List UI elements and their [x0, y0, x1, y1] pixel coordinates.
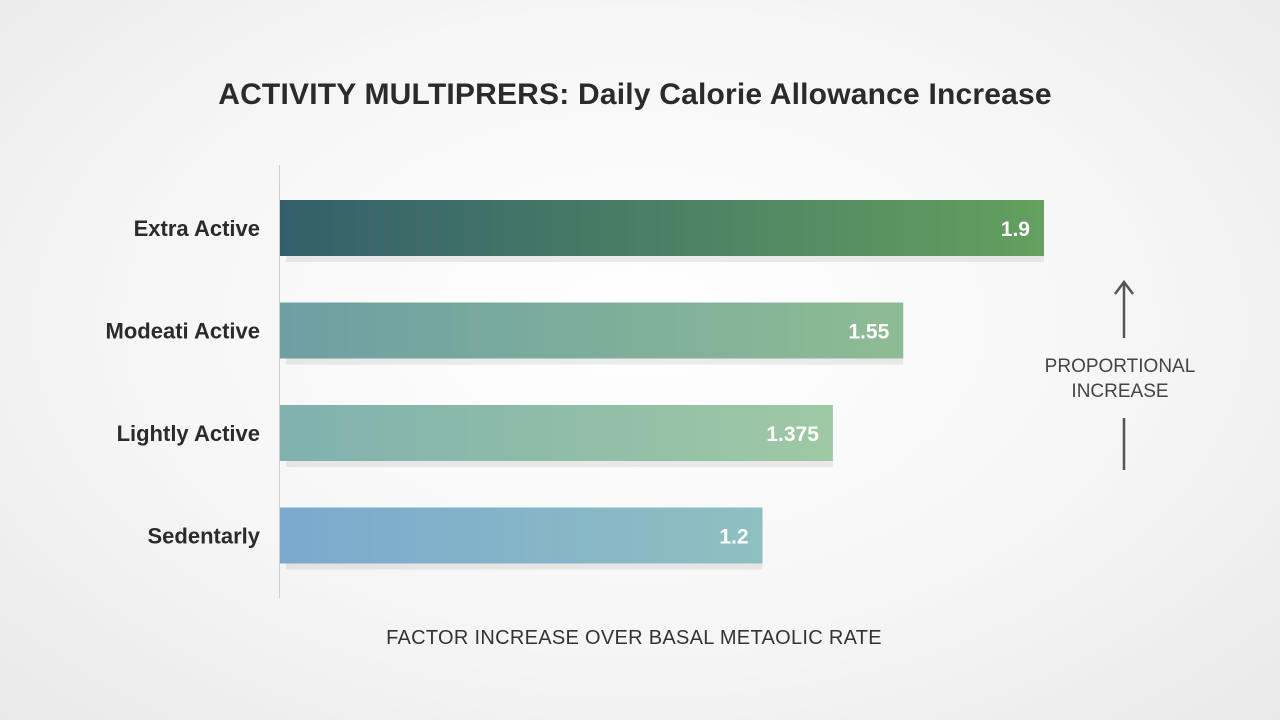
bar-modeati-active: [280, 302, 904, 359]
category-label: Sedentarly: [148, 524, 261, 549]
x-axis-label: FACTOR INCREASE OVER BASAL METAOLIC RATE: [386, 627, 882, 649]
bar-value-label: 1.55: [848, 321, 889, 344]
bar-shadow: [286, 459, 833, 467]
category-label: Lightly Active: [117, 421, 260, 446]
bar-sedentarly: [280, 507, 763, 564]
chart-title: ACTIVITY MULTIPRERS: Daily Calorie Allow…: [218, 78, 1052, 111]
annotation-line-1: PROPORTIONAL: [1044, 356, 1196, 377]
bar-shadow: [286, 561, 763, 570]
category-label: Modeati Active: [106, 319, 260, 344]
arrow-line-icon: [1122, 418, 1126, 470]
annotation-line-2: INCREASE: [1071, 381, 1169, 402]
bar-value-label: 1.375: [766, 423, 819, 446]
arrow-up-icon: [1114, 280, 1134, 338]
proportional-increase-annotation: PROPORTIONAL INCREASE: [1020, 354, 1220, 404]
bar-value-label: 1.2: [719, 526, 748, 549]
bar-extra-active: [280, 200, 1044, 256]
bar-shadow: [286, 254, 1044, 262]
bar-shadow: [286, 356, 904, 365]
bar-lightly-active: [280, 405, 833, 461]
bar-value-label: 1.9: [1001, 218, 1030, 241]
category-label: Extra Active: [134, 216, 260, 241]
